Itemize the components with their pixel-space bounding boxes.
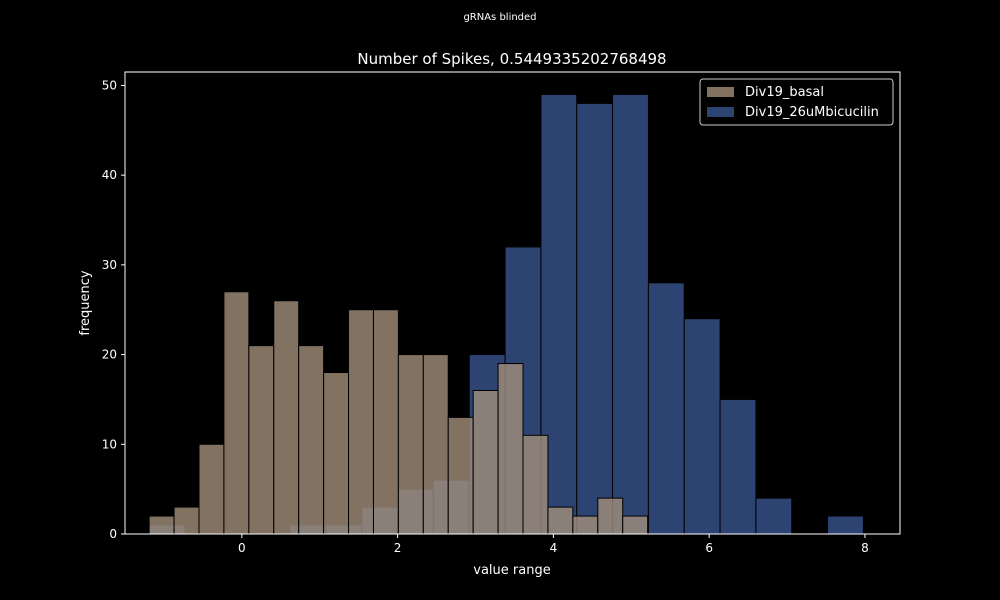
y-tick-label-1: 10 xyxy=(102,437,117,451)
bar-series-1-bin-10 xyxy=(397,354,424,535)
y-tick-label-2: 20 xyxy=(102,348,117,362)
x-tick-label-2: 4 xyxy=(550,541,558,555)
series-1-bars xyxy=(148,291,649,535)
chart-title: Number of Spikes, 0.5449335202768498 xyxy=(357,50,666,68)
x-tick-label-3: 6 xyxy=(705,541,713,555)
bar-series-1-bin-19 xyxy=(622,515,649,535)
bar-series-1-bin-7 xyxy=(323,372,350,535)
bar-series-1-bin-14 xyxy=(497,363,524,535)
bar-series-1-bin-4 xyxy=(248,345,275,535)
bar-series-1-bin-3 xyxy=(223,291,250,535)
bar-series-1-bin-15 xyxy=(522,434,549,535)
bar-series-1-bin-0 xyxy=(148,515,175,535)
bar-series-1-bin-11 xyxy=(422,354,449,535)
bar-series-0-bin-13 xyxy=(719,398,757,535)
bar-series-1-bin-5 xyxy=(273,300,300,535)
bar-series-1-bin-9 xyxy=(372,309,399,535)
bar-series-1-bin-13 xyxy=(472,389,499,535)
legend-swatch-basal xyxy=(707,87,734,97)
legend: Div19_basal Div19_26uMbicucilin xyxy=(699,78,894,126)
bar-series-1-bin-1 xyxy=(173,506,200,535)
x-axis-label: value range xyxy=(473,563,550,578)
bar-series-0-bin-11 xyxy=(647,282,685,535)
y-axis-ticks: 0 10 20 30 40 50 xyxy=(102,78,125,541)
y-tick-label-4: 40 xyxy=(102,168,117,182)
bar-series-1-bin-8 xyxy=(348,309,374,535)
figure-suptitle: gRNAs blinded xyxy=(463,12,536,23)
x-tick-label-0: 0 xyxy=(238,541,246,555)
bar-series-0-bin-12 xyxy=(683,318,721,535)
plot-frame xyxy=(124,71,901,535)
x-tick-label-4: 8 xyxy=(861,541,869,555)
legend-swatch-bicucilin xyxy=(707,107,734,117)
bar-series-1-bin-6 xyxy=(298,345,325,535)
bar-series-1-bin-18 xyxy=(597,497,624,535)
bar-series-0-bin-15 xyxy=(827,515,864,535)
bar-series-1-bin-12 xyxy=(447,416,474,535)
bar-series-0-bin-9 xyxy=(576,102,614,535)
bars-layer xyxy=(148,93,864,535)
legend-label-bicucilin: Div19_26uMbicucilin xyxy=(745,105,879,120)
legend-label-basal: Div19_basal xyxy=(745,85,824,100)
legend-box xyxy=(699,78,894,126)
x-tick-label-1: 2 xyxy=(394,541,402,555)
bar-series-0-bin-14 xyxy=(755,497,793,535)
y-tick-label-5: 50 xyxy=(102,78,117,92)
bar-series-1-bin-16 xyxy=(547,506,574,535)
bar-series-1-bin-2 xyxy=(198,443,225,535)
bar-series-1-bin-17 xyxy=(572,515,599,535)
bar-series-0-bin-10 xyxy=(612,93,649,535)
y-tick-label-3: 30 xyxy=(102,258,117,272)
y-tick-label-0: 0 xyxy=(109,527,117,541)
y-axis-label: frequency xyxy=(78,270,93,336)
x-axis-ticks: 0 2 4 6 8 xyxy=(238,534,869,555)
